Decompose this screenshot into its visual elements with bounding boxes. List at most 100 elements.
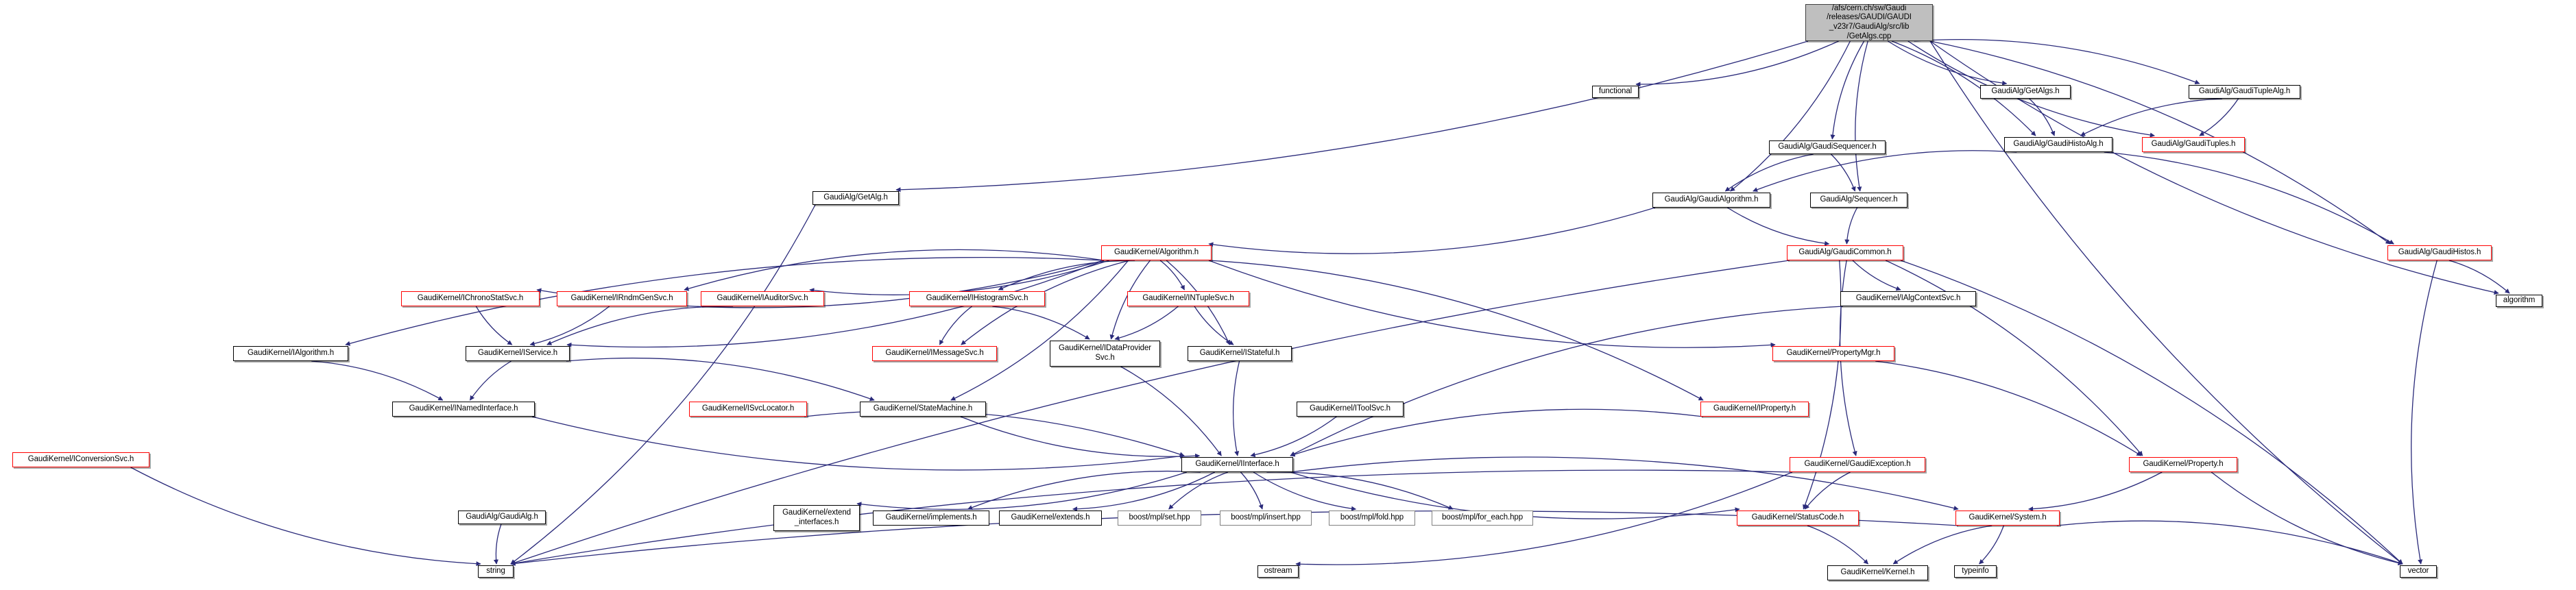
graph-edge bbox=[809, 260, 1109, 295]
graph-node-gaudicommon_h[interactable]: GaudiAlg/GaudiCommon.h bbox=[1787, 245, 1903, 260]
graph-node-irndmgensvc_h[interactable]: GaudiKernel/IRndmGenSvc.h bbox=[557, 291, 687, 306]
graph-node-istateful_h[interactable]: GaudiKernel/IStateful.h bbox=[1188, 346, 1292, 361]
graph-node-isvclocator_h[interactable]: GaudiKernel/ISvcLocator.h bbox=[689, 402, 807, 417]
graph-node-property_h[interactable]: GaudiKernel/Property.h bbox=[2129, 457, 2237, 472]
graph-node-gauditupleAlg_h[interactable]: GaudiAlg/GaudiTupleAlg.h bbox=[2189, 85, 2300, 99]
graph-edge bbox=[345, 256, 1105, 346]
graph-node-imessagesvc_h[interactable]: GaudiKernel/IMessageSvc.h bbox=[872, 346, 997, 361]
graph-edge bbox=[1875, 360, 2142, 456]
graph-edge bbox=[1907, 40, 2155, 138]
graph-node-functional[interactable]: functional bbox=[1592, 86, 1639, 98]
graph-edge bbox=[2080, 98, 2222, 136]
graph-node-extend_interfaces_h[interactable]: GaudiKernel/extend _interfaces.h bbox=[773, 505, 860, 531]
graph-node-ichronostatsvc_h[interactable]: GaudiKernel/IChronoStatSvc.h bbox=[401, 291, 540, 306]
graph-node-implements_h[interactable]: GaudiKernel/implements.h bbox=[873, 511, 989, 526]
graph-edge bbox=[1804, 471, 1851, 510]
graph-edge bbox=[2056, 520, 2403, 565]
graph-node-ihistogramsvc_h[interactable]: GaudiKernel/IHistogramSvc.h bbox=[909, 291, 1045, 306]
graph-node-itoolsvc_h[interactable]: GaudiKernel/IToolSvc.h bbox=[1297, 402, 1404, 417]
graph-node-iservice_h[interactable]: GaudiKernel/IService.h bbox=[466, 346, 570, 361]
graph-edge bbox=[566, 260, 1105, 348]
graph-edge bbox=[1892, 525, 1993, 565]
graph-node-ostream[interactable]: ostream bbox=[1257, 565, 1299, 578]
graph-node-statemachine_h[interactable]: GaudiKernel/StateMachine.h bbox=[860, 402, 986, 417]
graph-node-root[interactable]: /afs/cern.ch/sw/Gaudi /releases/GAUDI/GA… bbox=[1805, 4, 1933, 41]
graph-edge bbox=[895, 40, 1809, 193]
graph-edge bbox=[1232, 360, 1240, 456]
graph-edge bbox=[1290, 306, 1844, 456]
graph-node-intuplesvc_h[interactable]: GaudiKernel/INTupleSvc.h bbox=[1127, 291, 1249, 306]
graph-node-gaudialgorithm_h[interactable]: GaudiAlg/GaudiAlgorithm.h bbox=[1652, 193, 1770, 208]
graph-node-iproperty_h[interactable]: GaudiKernel/IProperty.h bbox=[1700, 402, 1809, 417]
graph-edge bbox=[2029, 98, 2056, 136]
graph-edge bbox=[1253, 471, 1357, 511]
graph-node-typeinfo[interactable]: typeinfo bbox=[1954, 565, 1997, 578]
graph-node-mpl_set[interactable]: boost/mpl/set.hpp bbox=[1118, 511, 1201, 526]
graph-edge bbox=[1830, 40, 1865, 140]
graph-edge bbox=[1900, 260, 2403, 565]
graph-edge bbox=[493, 524, 502, 565]
graph-edge bbox=[510, 204, 816, 565]
graph-edge bbox=[1852, 260, 1901, 291]
graph-edge bbox=[1730, 40, 1851, 192]
graph-edge bbox=[1194, 306, 1234, 345]
graph-edge bbox=[529, 306, 610, 346]
graph-node-vector[interactable]: vector bbox=[2400, 565, 2437, 578]
graph-edge bbox=[311, 360, 444, 401]
graph-node-iauditorsvc_h[interactable]: GaudiKernel/IAuditorSvc.h bbox=[701, 291, 824, 306]
graph-node-inamedinterface_h[interactable]: GaudiKernel/INamedInterface.h bbox=[392, 402, 535, 417]
graph-edge bbox=[510, 469, 1793, 566]
graph-edge bbox=[566, 357, 875, 402]
graph-node-statuscode_h[interactable]: GaudiKernel/StatusCode.h bbox=[1737, 511, 1859, 526]
graph-node-gaudihistos_h[interactable]: GaudiAlg/GaudiHistos.h bbox=[2387, 245, 2492, 260]
graph-node-ialgcontextsvc_h[interactable]: GaudiKernel/IAlgContextSvc.h bbox=[1840, 291, 1976, 306]
graph-edge bbox=[1979, 525, 2004, 565]
graph-node-iinterface_h[interactable]: GaudiKernel/IInterface.h bbox=[1181, 457, 1293, 472]
graph-node-system_h[interactable]: GaudiKernel/System.h bbox=[1955, 511, 2060, 526]
graph-edge bbox=[960, 416, 1201, 458]
graph-edge bbox=[1914, 38, 2200, 85]
graph-edge bbox=[1250, 416, 1337, 458]
graph-edge bbox=[1208, 260, 1776, 348]
graph-edge bbox=[1120, 366, 1222, 456]
graph-edge bbox=[2028, 471, 2163, 512]
graph-edge bbox=[1072, 471, 1216, 512]
graph-node-propertymgr_h[interactable]: GaudiKernel/PropertyMgr.h bbox=[1772, 346, 1894, 361]
graph-node-gaudisequencer_h[interactable]: GaudiAlg/GaudiSequencer.h bbox=[1769, 140, 1886, 154]
graph-edge bbox=[1290, 408, 1704, 457]
graph-edge bbox=[967, 470, 1201, 510]
graph-node-extends_h[interactable]: GaudiKernel/extends.h bbox=[999, 511, 1102, 526]
graph-node-k_algorithm_h[interactable]: GaudiKernel/Algorithm.h bbox=[1101, 245, 1212, 260]
graph-node-mpl_fold[interactable]: boost/mpl/fold.hpp bbox=[1329, 511, 1415, 526]
graph-edge bbox=[1208, 207, 1656, 254]
graph-edge bbox=[1724, 153, 1814, 192]
graph-edge bbox=[1635, 40, 1839, 87]
graph-edge bbox=[1888, 40, 2008, 86]
graph-edge bbox=[2448, 260, 2510, 294]
graph-edge bbox=[1807, 525, 1869, 565]
graph-node-gaudiexception_h[interactable]: GaudiKernel/GaudiException.h bbox=[1790, 457, 1925, 472]
graph-node-mpl_insert[interactable]: boost/mpl/insert.hpp bbox=[1220, 511, 1312, 526]
graph-edge bbox=[1855, 40, 1868, 192]
graph-edge bbox=[531, 416, 1185, 471]
graph-node-getalg_h[interactable]: GaudiAlg/GetAlg.h bbox=[812, 191, 899, 205]
graph-node-sequencer_h[interactable]: GaudiAlg/Sequencer.h bbox=[1810, 193, 1907, 208]
graph-node-idataprovidersvc_h[interactable]: GaudiKernel/IDataProvider Svc.h bbox=[1050, 341, 1160, 367]
graph-node-getalgs_h[interactable]: GaudiAlg/GetAlgs.h bbox=[1980, 85, 2071, 99]
graph-edge bbox=[1885, 260, 2143, 456]
graph-node-ialgorithm_h[interactable]: GaudiKernel/IAlgorithm.h bbox=[233, 346, 348, 361]
graph-node-algorithm_std[interactable]: algorithm bbox=[2496, 295, 2542, 307]
graph-edge bbox=[950, 260, 1129, 401]
graph-edge bbox=[2211, 471, 2403, 566]
graph-edge bbox=[1159, 260, 1185, 291]
graph-edge bbox=[1208, 260, 1704, 401]
graph-node-string[interactable]: string bbox=[478, 565, 514, 578]
graph-node-mpl_for_each[interactable]: boost/mpl/for_each.hpp bbox=[1432, 511, 1533, 526]
graph-node-iconversionsvc_h[interactable]: GaudiKernel/IConversionSvc.h bbox=[12, 452, 149, 467]
graph-node-gaudialg_h[interactable]: GaudiAlg/GaudiAlg.h bbox=[458, 511, 546, 524]
graph-node-kernel_h[interactable]: GaudiKernel/Kernel.h bbox=[1827, 565, 1928, 580]
graph-node-gaudihistoalg_h[interactable]: GaudiAlg/GaudiHistoAlg.h bbox=[2004, 137, 2112, 152]
graph-node-gauditiples_h[interactable]: GaudiAlg/GaudiTuples.h bbox=[2142, 137, 2245, 152]
graph-edge bbox=[130, 467, 481, 567]
graph-edge bbox=[469, 360, 511, 401]
